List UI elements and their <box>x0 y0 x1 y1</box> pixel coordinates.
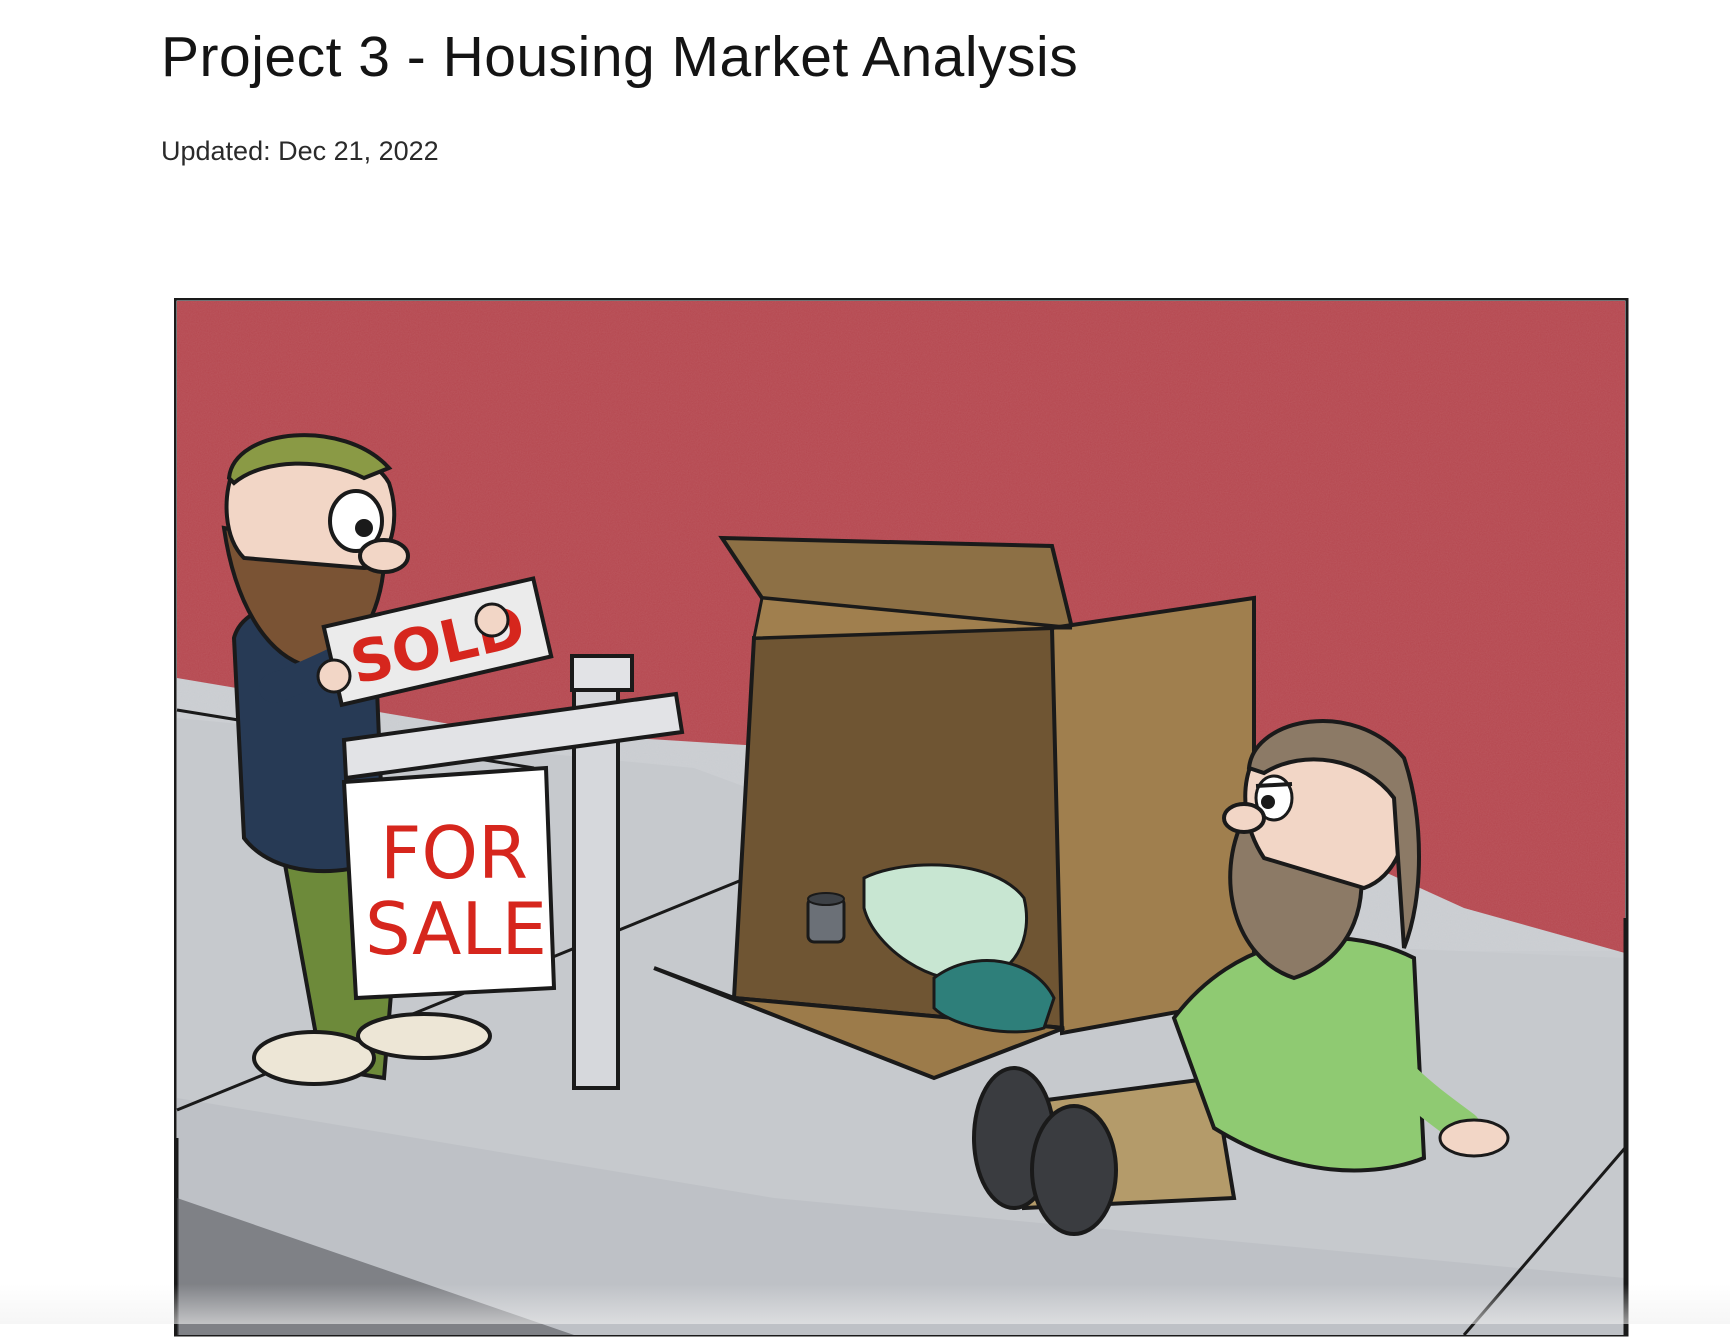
for-sale-line2: SALE <box>365 887 547 971</box>
page-title: Project 3 - Housing Market Analysis <box>161 25 1079 89</box>
man-on-sidewalk <box>972 719 1510 1236</box>
cartoon-image: SOLD FOR SALE <box>174 298 1630 1338</box>
for-sale-line1: FOR <box>380 811 528 895</box>
post-updated-date: Updated: Dec 21, 2022 <box>161 136 439 166</box>
for-sale-post: FOR SALE <box>341 654 685 1090</box>
cardboard-box <box>653 535 1256 1081</box>
